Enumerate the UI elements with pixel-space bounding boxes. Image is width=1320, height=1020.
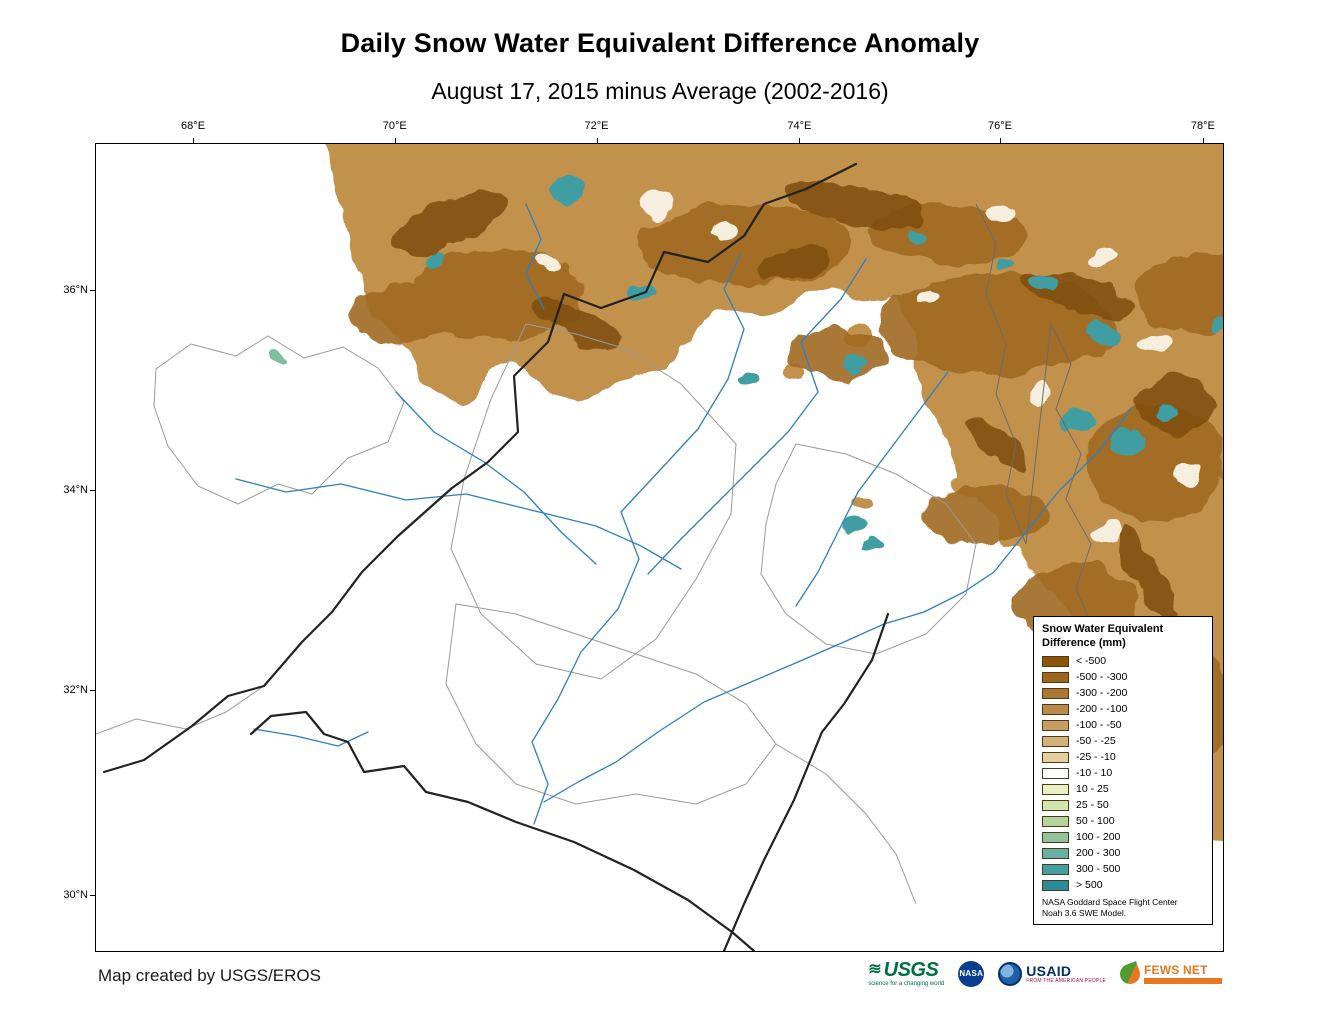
nasa-logo-text: NASA bbox=[959, 969, 984, 978]
longitude-tick-label: 70°E bbox=[382, 120, 407, 132]
usaid-tagline: FROM THE AMERICAN PEOPLE bbox=[1026, 977, 1106, 984]
legend-label: 100 - 200 bbox=[1076, 831, 1121, 843]
legend-swatch bbox=[1042, 863, 1069, 875]
legend-swatch bbox=[1042, 751, 1069, 763]
latitude-tick-mark bbox=[90, 490, 96, 491]
legend-label: 200 - 300 bbox=[1076, 847, 1121, 859]
latitude-tick-mark bbox=[90, 895, 96, 897]
map-frame: Snow Water Equivalent Difference (mm) < … bbox=[95, 143, 1224, 952]
legend-swatch bbox=[1042, 799, 1069, 811]
nasa-logo: NASA bbox=[958, 960, 985, 987]
longitude-tick-mark bbox=[799, 138, 801, 144]
longitude-tick-mark bbox=[596, 138, 598, 144]
legend-entry: -50 - -25 bbox=[1042, 735, 1204, 748]
usgs-tagline: science for a changing world bbox=[868, 981, 945, 987]
fewsnet-logo: FEWS NET bbox=[1117, 960, 1222, 987]
legend-label: -25 - -10 bbox=[1076, 751, 1116, 763]
legend-label: 50 - 100 bbox=[1076, 815, 1115, 827]
usgs-logo-text: USGS bbox=[883, 959, 939, 981]
legend-title: Snow Water Equivalent Difference (mm) bbox=[1042, 623, 1204, 651]
legend-swatch bbox=[1042, 783, 1069, 795]
latitude-tick-label: 34°N bbox=[63, 484, 88, 496]
longitude-tick-mark bbox=[1202, 138, 1204, 144]
legend-label: 10 - 25 bbox=[1076, 783, 1109, 795]
legend-entry: 100 - 200 bbox=[1042, 831, 1204, 844]
map-credit: Map created by USGS/EROS bbox=[98, 966, 321, 985]
latitude-tick-mark bbox=[90, 289, 96, 291]
legend-entry: -300 - -200 bbox=[1042, 687, 1204, 700]
legend-label: -300 - -200 bbox=[1076, 687, 1128, 699]
longitude-tick-label: 74°E bbox=[787, 120, 812, 132]
usgs-logo: ≋ USGS science for a changing world bbox=[868, 960, 944, 987]
legend-swatch bbox=[1042, 847, 1069, 859]
country-border bbox=[102, 162, 890, 951]
usaid-logo: USAID FROM THE AMERICAN PEOPLE bbox=[998, 961, 1106, 986]
legend-entry: 50 - 100 bbox=[1042, 815, 1204, 828]
logo-bar: ≋ USGS science for a changing world NASA… bbox=[868, 960, 1222, 987]
legend-title-line2: Difference (mm) bbox=[1042, 636, 1126, 649]
legend-entry: -10 - 10 bbox=[1042, 767, 1204, 780]
legend-label: 25 - 50 bbox=[1076, 799, 1109, 811]
legend-title-line1: Snow Water Equivalent bbox=[1042, 623, 1164, 635]
legend-entry: 25 - 50 bbox=[1042, 799, 1204, 812]
legend-label: -10 - 10 bbox=[1076, 767, 1113, 779]
legend-swatch bbox=[1042, 719, 1069, 731]
longitude-tick-mark bbox=[193, 138, 195, 144]
longitude-tick-label: 76°E bbox=[987, 120, 1012, 132]
longitude-tick-label: 68°E bbox=[181, 120, 206, 132]
legend-entry: -100 - -50 bbox=[1042, 719, 1204, 732]
legend-label: -50 - -25 bbox=[1076, 735, 1116, 747]
legend-label: 300 - 500 bbox=[1076, 863, 1121, 875]
longitude-tick-label: 72°E bbox=[584, 120, 609, 132]
page-title: Daily Snow Water Equivalent Difference A… bbox=[340, 28, 980, 58]
legend-entry: 300 - 500 bbox=[1042, 863, 1204, 876]
legend-entry: -500 - -300 bbox=[1042, 671, 1204, 684]
legend-source-line2: Noah 3.6 SWE Model. bbox=[1042, 907, 1127, 918]
legend-label: > 500 bbox=[1076, 879, 1103, 891]
legend-entry: -200 - -100 bbox=[1042, 703, 1204, 716]
legend-swatch bbox=[1042, 735, 1069, 747]
legend-swatch bbox=[1042, 671, 1069, 683]
latitude-tick-mark bbox=[90, 690, 96, 692]
longitude-tick-mark bbox=[394, 138, 396, 144]
legend-entries: < -500 -500 - -300 -300 - -200 -200 - -100 -… bbox=[1042, 655, 1204, 892]
legend-swatch bbox=[1042, 655, 1069, 667]
legend-swatch bbox=[1042, 703, 1069, 715]
legend-entry: 200 - 300 bbox=[1042, 847, 1204, 860]
page-subtitle: August 17, 2015 minus Average (2002-2016… bbox=[431, 78, 889, 104]
map-legend: Snow Water Equivalent Difference (mm) < … bbox=[1033, 616, 1213, 926]
latitude-tick-label: 32°N bbox=[63, 684, 88, 697]
legend-entry: < -500 bbox=[1042, 655, 1204, 668]
latitude-tick-label: 36°N bbox=[63, 283, 88, 296]
fewsnet-logo-text: FEWS NET bbox=[1144, 962, 1208, 977]
legend-swatch bbox=[1042, 767, 1069, 779]
legend-swatch bbox=[1042, 831, 1069, 843]
legend-swatch bbox=[1042, 815, 1069, 827]
legend-swatch bbox=[1042, 687, 1069, 699]
legend-entry: -25 - -10 bbox=[1042, 751, 1204, 764]
fewsnet-bar bbox=[1144, 977, 1222, 984]
longitude-tick-mark bbox=[999, 138, 1001, 144]
legend-label: -100 - -50 bbox=[1076, 719, 1122, 731]
legend-swatch bbox=[1042, 879, 1069, 891]
legend-source: NASA Goddard Space Flight Center Noah 3.… bbox=[1042, 897, 1204, 920]
legend-entry: > 500 bbox=[1042, 879, 1204, 892]
legend-source-line1: NASA Goddard Space Flight Center bbox=[1042, 896, 1178, 907]
legend-entry: 10 - 25 bbox=[1042, 783, 1204, 796]
usaid-logo-text: USAID bbox=[1026, 962, 1072, 979]
latitude-tick-label: 30°N bbox=[63, 889, 88, 902]
fewsnet-leaf-icon bbox=[1117, 960, 1143, 987]
terrain-valleys bbox=[536, 193, 1202, 542]
legend-label: -500 - -300 bbox=[1076, 671, 1128, 683]
legend-label: < -500 bbox=[1076, 655, 1107, 667]
usaid-globe-icon bbox=[998, 961, 1023, 986]
rivers bbox=[235, 203, 1132, 825]
usgs-wave-icon: ≋ bbox=[868, 961, 882, 978]
longitude-tick-label: 78°E bbox=[1190, 120, 1215, 132]
legend-label: -200 - -100 bbox=[1076, 703, 1128, 715]
